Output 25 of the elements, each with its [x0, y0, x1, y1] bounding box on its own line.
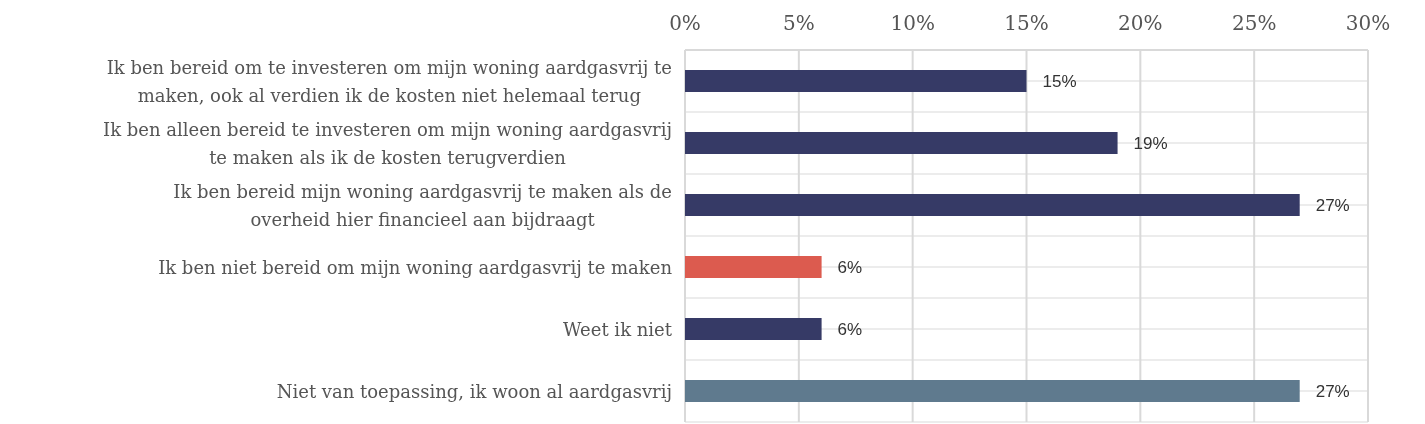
- data-label: 27%: [1315, 382, 1350, 402]
- bar: [685, 256, 822, 278]
- y-tick-label: Ik ben alleen bereid te investeren om mijn woning aardgasvrij te maken als ik de kosten terugverdien: [103, 118, 672, 168]
- bar: [685, 380, 1300, 402]
- y-tick-label: Niet van toepassing, ik woon al aardgasvrij: [276, 380, 672, 402]
- bar: [685, 318, 822, 340]
- x-tick-label: 15%: [1004, 11, 1049, 35]
- x-tick-label: 20%: [1118, 11, 1163, 35]
- y-tick-label: Ik ben bereid mijn woning aardgasvrij te maken als de overheid hier financieel aan bijdraagt: [173, 180, 673, 230]
- data-label: 15%: [1042, 72, 1077, 92]
- data-label: 6%: [837, 258, 863, 278]
- y-tick-label: Ik ben niet bereid om mijn woning aardgasvrij te maken: [158, 256, 673, 278]
- bar: [685, 194, 1300, 216]
- x-tick-label: 10%: [890, 11, 935, 35]
- x-tick-label: 0%: [669, 11, 701, 35]
- y-tick-label: Ik ben bereid om te investeren om mijn woning aardgasvrij te maken, ook al verdien ik de kosten niet helemaal terug: [106, 56, 672, 106]
- x-tick-label: 25%: [1231, 11, 1277, 35]
- data-label: 6%: [837, 320, 863, 340]
- x-tick-label: 5%: [782, 11, 815, 35]
- data-label: 19%: [1133, 134, 1168, 154]
- y-tick-label: Weet ik niet: [563, 318, 673, 340]
- bar: [685, 132, 1118, 154]
- data-label: 27%: [1315, 196, 1350, 216]
- bar: [685, 70, 1027, 92]
- x-tick-label: 30%: [1345, 11, 1391, 35]
